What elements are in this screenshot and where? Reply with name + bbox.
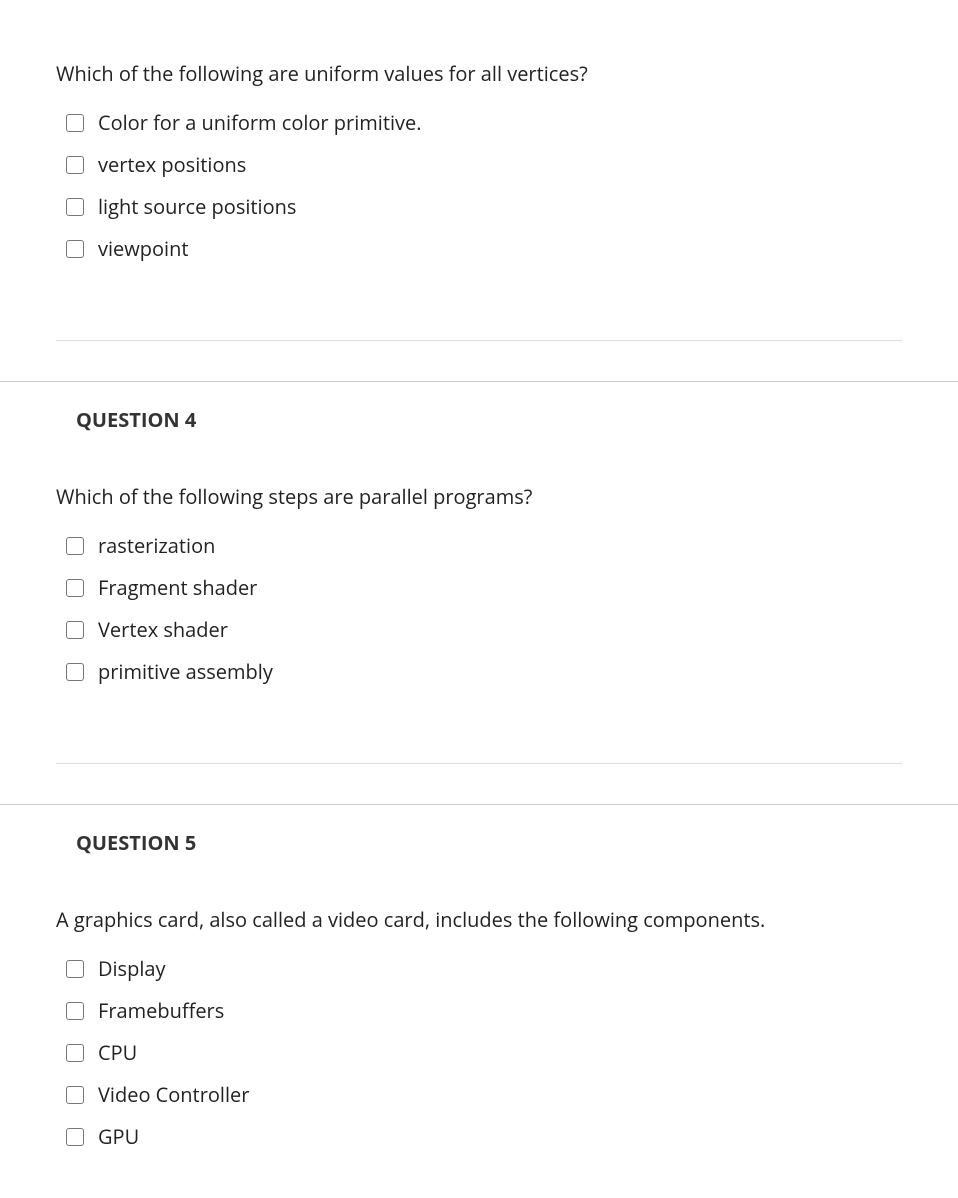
option-label: viewpoint (98, 235, 188, 263)
question-prompt: A graphics card, also called a video car… (56, 906, 902, 934)
option-row: Framebuffers (56, 990, 902, 1032)
option-label: Framebuffers (98, 997, 224, 1025)
option-checkbox[interactable] (66, 156, 84, 174)
option-row: Vertex shader (56, 609, 902, 651)
question-header: QUESTION 4 (0, 382, 958, 433)
question-content: Which of the following steps are paralle… (0, 463, 958, 733)
option-checkbox[interactable] (66, 240, 84, 258)
option-checkbox[interactable] (66, 1002, 84, 1020)
question-block-4: QUESTION 4 Which of the following steps … (0, 382, 958, 764)
option-row: GPU (56, 1116, 902, 1158)
option-checkbox[interactable] (66, 198, 84, 216)
inner-divider (56, 340, 902, 341)
option-label: vertex positions (98, 151, 246, 179)
question-prompt: Which of the following steps are paralle… (56, 483, 902, 511)
option-checkbox[interactable] (66, 537, 84, 555)
option-checkbox[interactable] (66, 114, 84, 132)
option-row: primitive assembly (56, 651, 902, 693)
question-block-5: QUESTION 5 A graphics card, also called … (0, 805, 958, 1198)
option-label: Display (98, 955, 166, 983)
option-label: Color for a uniform color primitive. (98, 109, 421, 137)
option-row: rasterization (56, 525, 902, 567)
option-label: CPU (98, 1039, 137, 1067)
option-row: Video Controller (56, 1074, 902, 1116)
option-label: Fragment shader (98, 574, 257, 602)
question-block-3: Which of the following are uniform value… (0, 0, 958, 341)
option-label: primitive assembly (98, 658, 273, 686)
option-checkbox[interactable] (66, 663, 84, 681)
question-prompt: Which of the following are uniform value… (56, 20, 902, 88)
option-row: light source positions (56, 186, 902, 228)
option-checkbox[interactable] (66, 579, 84, 597)
option-row: CPU (56, 1032, 902, 1074)
option-checkbox[interactable] (66, 1086, 84, 1104)
option-row: viewpoint (56, 228, 902, 270)
option-label: rasterization (98, 532, 215, 560)
question-content: Which of the following are uniform value… (0, 0, 958, 310)
option-checkbox[interactable] (66, 1128, 84, 1146)
option-label: Video Controller (98, 1081, 249, 1109)
question-content: A graphics card, also called a video car… (0, 886, 958, 1198)
option-checkbox[interactable] (66, 960, 84, 978)
option-label: light source positions (98, 193, 296, 221)
option-label: Vertex shader (98, 616, 228, 644)
option-row: vertex positions (56, 144, 902, 186)
option-row: Display (56, 948, 902, 990)
question-header: QUESTION 5 (0, 805, 958, 856)
option-row: Color for a uniform color primitive. (56, 102, 902, 144)
option-checkbox[interactable] (66, 621, 84, 639)
option-checkbox[interactable] (66, 1044, 84, 1062)
option-label: GPU (98, 1123, 139, 1151)
inner-divider (56, 763, 902, 764)
option-row: Fragment shader (56, 567, 902, 609)
